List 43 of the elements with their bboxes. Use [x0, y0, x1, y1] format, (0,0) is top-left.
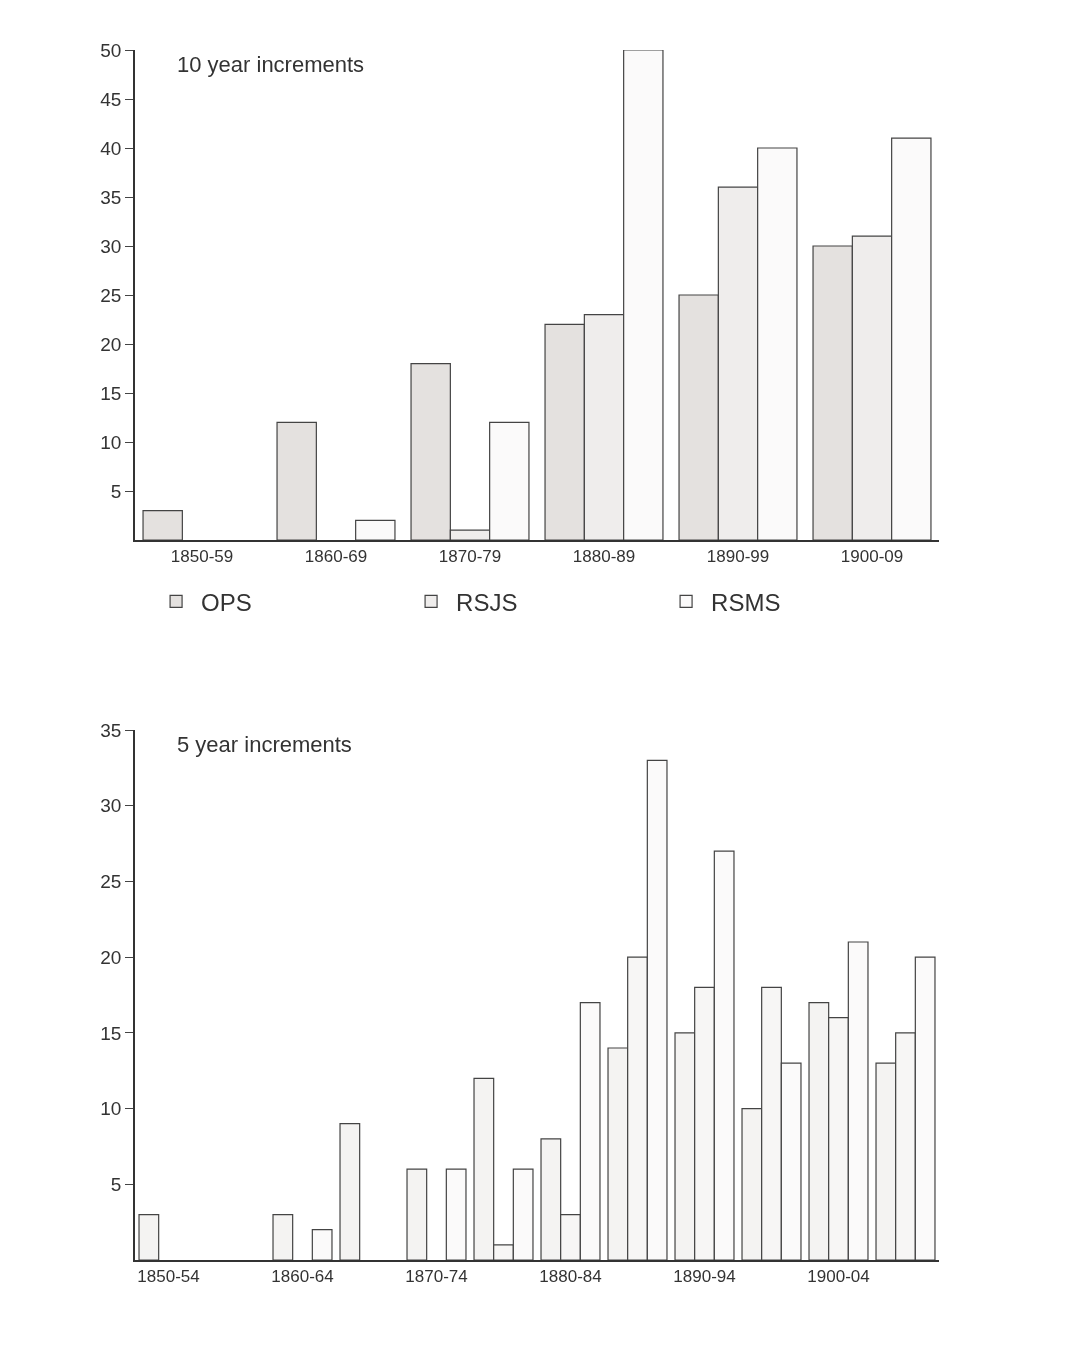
chart-title: 10 year increments	[177, 52, 365, 77]
x-tick-label: 1890-94	[673, 1267, 736, 1287]
x-tick-label: 1890-99	[706, 547, 770, 567]
y-tick-label: 30	[100, 235, 122, 257]
y-tick-label: 40	[100, 137, 122, 159]
x-tick-label: 1860-69	[304, 547, 368, 567]
y-tick-label: 25	[100, 871, 122, 893]
x-tick-label: 1900-04	[807, 1267, 870, 1287]
y-tick-label: 35	[100, 719, 122, 741]
y-tick-label: 45	[100, 88, 122, 110]
y-tick-label: 25	[100, 284, 122, 306]
y-tick-label: 20	[100, 333, 122, 355]
y-tick-label: 10	[100, 431, 122, 453]
bar	[406, 1168, 428, 1260]
y-tick-label: 10	[100, 1098, 122, 1120]
y-tick-label: 30	[100, 795, 122, 817]
bar	[339, 1123, 361, 1260]
x-tick-label: 1880-84	[539, 1267, 602, 1287]
y-tick-label: 35	[100, 186, 122, 208]
bar	[272, 1213, 294, 1260]
y-tick-label: 15	[100, 1022, 122, 1044]
x-tick-label: 1850-54	[137, 1267, 200, 1287]
bar	[276, 421, 317, 540]
bar	[355, 519, 396, 540]
legend-label: OPS	[201, 588, 252, 616]
x-tick-label: 1870-79	[438, 547, 502, 567]
x-tick-label: 1860-64	[271, 1267, 334, 1287]
bar	[311, 1229, 333, 1260]
x-tick-label: 1900-09	[840, 547, 904, 567]
chart-title: 5 year increments	[177, 732, 352, 757]
x-tick-label: 1850-59	[170, 547, 234, 567]
bar	[445, 1168, 467, 1260]
y-tick-label: 50	[100, 39, 122, 61]
y-tick-label: 15	[100, 382, 122, 404]
x-tick-label: 1880-89	[572, 547, 636, 567]
legend-label: RSJS	[456, 588, 518, 616]
bar	[142, 510, 183, 540]
y-tick-label: 5	[110, 480, 122, 502]
y-tick-label: 5	[110, 1173, 122, 1195]
legend-label: RSMS	[711, 588, 781, 616]
bar	[138, 1213, 160, 1260]
y-tick-label: 20	[100, 946, 122, 968]
x-tick-label: 1870-74	[405, 1267, 468, 1287]
